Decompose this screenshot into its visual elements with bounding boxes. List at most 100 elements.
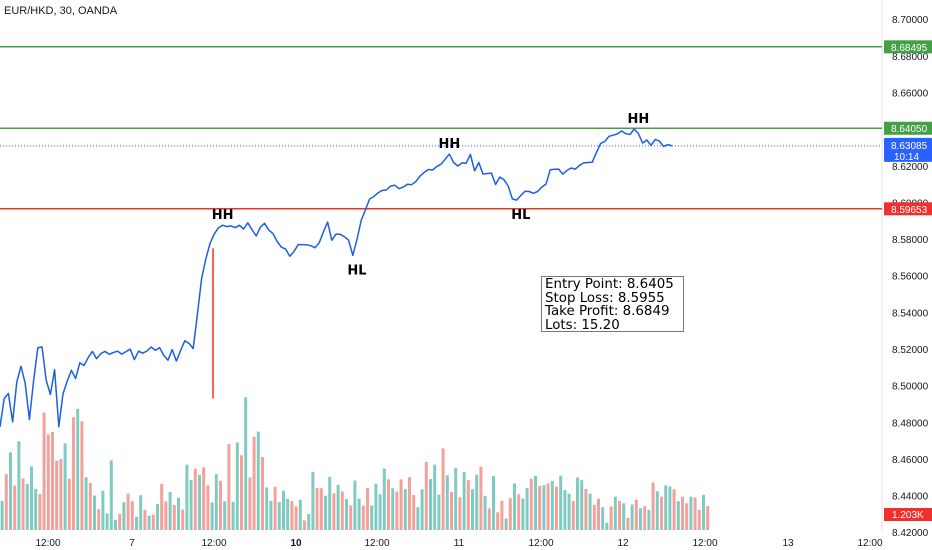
volume-bar bbox=[366, 488, 369, 530]
y-tick-label: 8.54000 bbox=[892, 308, 929, 319]
volume-bar bbox=[357, 498, 361, 530]
volume-bar bbox=[206, 485, 210, 530]
volume-bar bbox=[67, 478, 71, 530]
volume-bar bbox=[370, 505, 374, 530]
volume-bar bbox=[328, 476, 332, 530]
volume-label: 1.203K bbox=[892, 510, 924, 521]
y-tick-label: 8.70000 bbox=[892, 15, 929, 26]
volume-bar bbox=[240, 455, 243, 530]
volume-bar bbox=[420, 489, 424, 530]
volume-bar bbox=[542, 485, 546, 530]
volume-bar bbox=[231, 501, 235, 530]
volume-bar bbox=[261, 457, 264, 530]
volume-bar bbox=[151, 514, 155, 530]
volume-bar bbox=[504, 518, 508, 530]
volume-bar bbox=[391, 488, 395, 530]
volume-bar bbox=[9, 452, 12, 530]
volume-bar bbox=[693, 497, 697, 530]
volume-bar bbox=[702, 494, 705, 530]
volume-bar bbox=[156, 503, 159, 530]
volume-bar bbox=[597, 498, 600, 530]
y-tick-label: 8.62000 bbox=[892, 162, 929, 173]
volume-bar bbox=[109, 460, 113, 530]
take_profit-price-label: 8.68495 bbox=[891, 43, 928, 54]
volume-bar bbox=[130, 501, 134, 530]
volume-bar bbox=[479, 466, 483, 530]
volume-bar bbox=[59, 458, 63, 530]
volume-bar bbox=[298, 499, 302, 530]
volume-bar bbox=[403, 489, 407, 530]
volume-bar bbox=[655, 491, 659, 530]
volume-bar bbox=[521, 498, 525, 530]
volume-bar bbox=[466, 480, 470, 530]
volume-bar bbox=[307, 514, 311, 530]
volume-bar bbox=[273, 486, 277, 530]
volume-bar bbox=[223, 501, 227, 530]
annotation-hl: HL bbox=[347, 263, 366, 278]
volume-bar bbox=[412, 494, 416, 530]
volume-bar bbox=[697, 509, 701, 530]
volume-bar bbox=[555, 486, 558, 530]
annotation-hh: HH bbox=[212, 208, 234, 223]
volume-bar bbox=[21, 478, 25, 530]
volume-bar bbox=[303, 520, 306, 530]
volume-bar bbox=[613, 496, 617, 530]
volume-bar bbox=[576, 477, 579, 530]
volume-bar bbox=[193, 468, 197, 530]
volume-bar bbox=[265, 487, 269, 530]
y-tick-label: 8.46000 bbox=[892, 455, 929, 466]
volume-bar bbox=[25, 483, 29, 530]
volume-bar bbox=[399, 479, 403, 530]
volume-bar bbox=[286, 498, 290, 530]
volume-bar bbox=[55, 460, 59, 530]
volume-bar bbox=[605, 522, 609, 530]
volume-bar bbox=[487, 508, 491, 530]
volume-bar bbox=[475, 474, 479, 530]
x-tick-label: 12 bbox=[617, 538, 629, 549]
volume-bar bbox=[185, 464, 189, 530]
volume-bar bbox=[189, 479, 193, 530]
annotation-hh: HH bbox=[439, 137, 461, 152]
volume-bar bbox=[42, 412, 46, 530]
volume-bar bbox=[38, 494, 42, 530]
volume-bar bbox=[609, 506, 613, 530]
volume-bar bbox=[462, 472, 466, 530]
y-tick-label: 8.44000 bbox=[892, 492, 929, 503]
volume-bar bbox=[88, 482, 92, 530]
volume-bar bbox=[601, 507, 605, 530]
volume-bar bbox=[592, 504, 596, 530]
volume-bar bbox=[76, 408, 80, 530]
volume-bar bbox=[214, 474, 218, 530]
volume-bar bbox=[202, 467, 206, 530]
volume-bar bbox=[345, 499, 348, 530]
volume-bar bbox=[80, 421, 84, 530]
volume-bar bbox=[580, 480, 584, 530]
volume-bar bbox=[244, 397, 248, 530]
volume-bar bbox=[277, 502, 281, 530]
volume-bar bbox=[135, 516, 138, 530]
x-tick-label: 12:00 bbox=[201, 538, 226, 549]
volume-bar bbox=[319, 488, 323, 530]
volume-bar bbox=[441, 448, 445, 530]
volume-bar bbox=[643, 506, 647, 530]
volume-bar bbox=[332, 493, 336, 530]
volume-bar bbox=[685, 503, 689, 530]
x-tick-label: 10 bbox=[290, 538, 302, 549]
volume-bar bbox=[508, 498, 512, 530]
volume-bar bbox=[0, 500, 4, 530]
x-tick-label: 12:00 bbox=[692, 538, 717, 549]
entry-price-label: 8.64050 bbox=[891, 124, 928, 135]
volume-bar bbox=[340, 491, 344, 530]
volume-bar bbox=[626, 518, 630, 530]
volume-bar bbox=[496, 512, 500, 530]
entry-point-text: Entry Point: 8.6405 bbox=[545, 277, 674, 292]
x-tick-label: 12:00 bbox=[364, 538, 389, 549]
volume-bar bbox=[437, 494, 441, 530]
volume-bar bbox=[450, 491, 453, 530]
volume-bar bbox=[114, 519, 117, 530]
volume-bar bbox=[647, 509, 651, 530]
volume-bar bbox=[584, 488, 588, 530]
stop-loss-text: Stop Loss: 8.5955 bbox=[545, 290, 665, 306]
